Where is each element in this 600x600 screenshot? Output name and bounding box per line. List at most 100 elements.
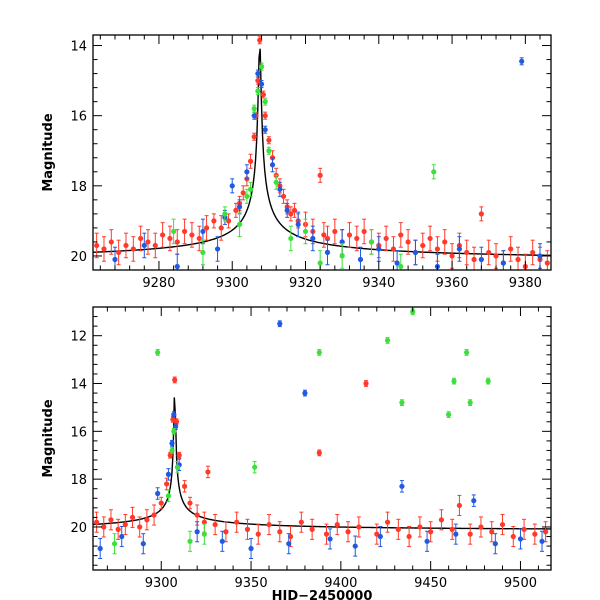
data-point-blue [500, 250, 506, 270]
point-marker [376, 246, 382, 252]
data-point-blue [165, 468, 172, 481]
point-marker [363, 380, 369, 387]
axes-frame [92, 34, 552, 271]
point-marker [262, 99, 268, 105]
point-marker [451, 378, 457, 384]
model-curve [93, 397, 551, 530]
data-point-red [346, 222, 353, 248]
point-marker [93, 519, 100, 525]
point-marker [357, 256, 364, 263]
data-point-blue [310, 225, 316, 252]
data-point-red [130, 236, 136, 262]
point-marker [537, 253, 543, 259]
point-marker [174, 239, 180, 245]
point-marker [152, 242, 158, 249]
data-point-red [137, 516, 143, 538]
data-point-red [174, 229, 180, 255]
point-marker [428, 529, 434, 535]
data-point-red [129, 506, 136, 528]
point-marker [255, 88, 261, 94]
data-point-red [317, 167, 323, 183]
point-marker [463, 349, 470, 356]
point-marker [398, 263, 404, 270]
point-marker [464, 249, 470, 256]
point-marker [255, 70, 261, 77]
data-point-blue [394, 250, 400, 270]
data-point-green [467, 399, 473, 407]
data-point-green [384, 337, 391, 344]
point-marker [266, 137, 272, 143]
data-point-red [361, 218, 367, 245]
point-marker [251, 113, 257, 119]
point-marker [236, 204, 243, 210]
point-marker [234, 519, 240, 525]
data-point-green [258, 62, 265, 71]
data-point-blue [97, 537, 103, 560]
x-tick-label: 9300 [145, 576, 178, 591]
point-marker [431, 169, 437, 175]
data-point-red [108, 229, 114, 255]
data-point-blue [174, 253, 180, 270]
point-marker [97, 545, 103, 552]
data-point-red [187, 496, 193, 510]
point-marker [317, 172, 323, 178]
point-marker [530, 249, 536, 256]
point-marker [137, 524, 143, 530]
data-point-blue [424, 530, 430, 552]
data-point-blue [302, 389, 308, 397]
data-point-blue [357, 246, 364, 270]
point-marker [361, 228, 367, 235]
point-marker [194, 512, 200, 518]
data-point-red [334, 514, 340, 536]
top-panel: 9280 9300 9320 9340 9360 9380 14 16 18 20 Magnitud… [41, 34, 552, 291]
point-marker [194, 529, 200, 535]
point-marker [398, 232, 404, 238]
point-marker [248, 545, 254, 552]
point-marker [420, 242, 426, 249]
point-marker [255, 77, 261, 84]
data-point-red [262, 111, 268, 120]
point-marker [101, 246, 107, 252]
data-point-blue [519, 57, 525, 66]
data-point-red [406, 525, 412, 548]
data-point-blue [277, 320, 283, 328]
point-marker [196, 235, 202, 242]
data-point-red [123, 232, 129, 259]
y-tick-label: 14 [70, 378, 87, 393]
series-green [171, 62, 437, 270]
data-point-red [260, 90, 266, 99]
data-point-red [101, 236, 107, 262]
y-axis-label: Magnitude [41, 113, 56, 192]
y-axis-label: Magnitude [41, 399, 56, 478]
data-point-green [252, 460, 258, 474]
point-marker [508, 246, 514, 252]
point-marker [123, 242, 129, 249]
point-marker [262, 127, 268, 133]
data-point-blue [286, 533, 292, 555]
x-tick-label: 9340 [362, 276, 395, 291]
data-point-red [277, 521, 283, 543]
point-marker [158, 500, 164, 506]
data-point-red [486, 239, 492, 266]
data-point-green [446, 411, 452, 418]
point-marker [339, 253, 345, 259]
point-marker [169, 440, 175, 446]
point-marker [284, 207, 290, 213]
point-marker [174, 464, 181, 470]
point-marker [140, 541, 146, 547]
y-tick-label: 20 [70, 521, 87, 536]
data-point-red [251, 132, 257, 141]
data-point-green [463, 349, 470, 356]
data-point-green [251, 104, 257, 113]
data-point-red [493, 243, 499, 269]
point-marker [316, 450, 322, 456]
data-point-red [205, 465, 211, 479]
y-tick-label: 18 [70, 473, 87, 488]
point-marker [395, 526, 401, 532]
point-marker [519, 58, 525, 64]
point-marker [543, 529, 549, 535]
point-marker [165, 493, 172, 499]
point-marker [266, 148, 272, 154]
point-marker [449, 526, 455, 532]
data-point-red [108, 509, 114, 531]
